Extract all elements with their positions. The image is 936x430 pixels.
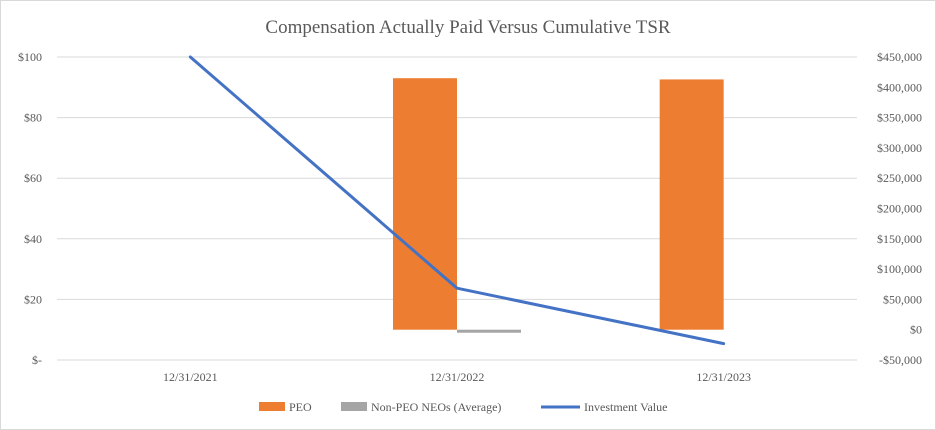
x-tick-label: 12/31/2021 bbox=[163, 370, 218, 384]
right-tick-label: $100,000 bbox=[877, 262, 922, 276]
right-tick-label: $400,000 bbox=[877, 80, 922, 94]
right-tick-label: $200,000 bbox=[877, 202, 922, 216]
legend: PEO Non-PEO NEOs (Average) Investment Valu… bbox=[259, 400, 667, 414]
right-tick-label: $450,000 bbox=[877, 50, 922, 64]
right-tick-label: $50,000 bbox=[883, 292, 922, 306]
investment-value-line bbox=[188, 55, 726, 346]
bar-peo bbox=[659, 79, 724, 330]
bar-peo bbox=[393, 78, 457, 330]
right-tick-label: $250,000 bbox=[877, 171, 922, 185]
right-tick-label: $0 bbox=[910, 323, 922, 337]
x-axis: 12/31/2021 12/31/2022 12/31/2023 bbox=[57, 359, 857, 384]
left-tick-label: $100 bbox=[18, 50, 42, 64]
chart-title: Compensation Actually Paid Versus Cumula… bbox=[265, 17, 670, 38]
x-tick-label: 12/31/2023 bbox=[696, 370, 751, 384]
legend-label: Investment Value bbox=[584, 400, 667, 414]
line-point bbox=[723, 343, 725, 345]
legend-label: PEO bbox=[289, 400, 312, 414]
right-tick-label: $150,000 bbox=[877, 232, 922, 246]
x-tick-label: 12/31/2022 bbox=[430, 370, 485, 384]
left-axis: $- $20 $40 $60 $80 $100 bbox=[18, 50, 42, 367]
line-point bbox=[189, 56, 191, 58]
left-tick-label: $40 bbox=[24, 232, 42, 246]
right-tick-label: -$50,000 bbox=[879, 353, 922, 367]
bar-non-peo-neos-average bbox=[457, 329, 521, 333]
legend-label: Non-PEO NEOs (Average) bbox=[371, 400, 501, 414]
left-tick-label: $80 bbox=[24, 111, 42, 125]
bars bbox=[393, 78, 724, 333]
legend-swatch bbox=[259, 402, 285, 411]
line-point bbox=[456, 287, 458, 289]
legend-swatch bbox=[341, 402, 367, 411]
right-axis: -$50,000 $0 $50,000 $100,000 $150,000 $200,00… bbox=[877, 50, 922, 367]
left-tick-label: $20 bbox=[24, 292, 42, 306]
right-tick-label: $350,000 bbox=[877, 111, 922, 125]
left-tick-label: $- bbox=[32, 353, 42, 367]
right-tick-label: $300,000 bbox=[877, 141, 922, 155]
left-tick-label: $60 bbox=[24, 171, 42, 185]
